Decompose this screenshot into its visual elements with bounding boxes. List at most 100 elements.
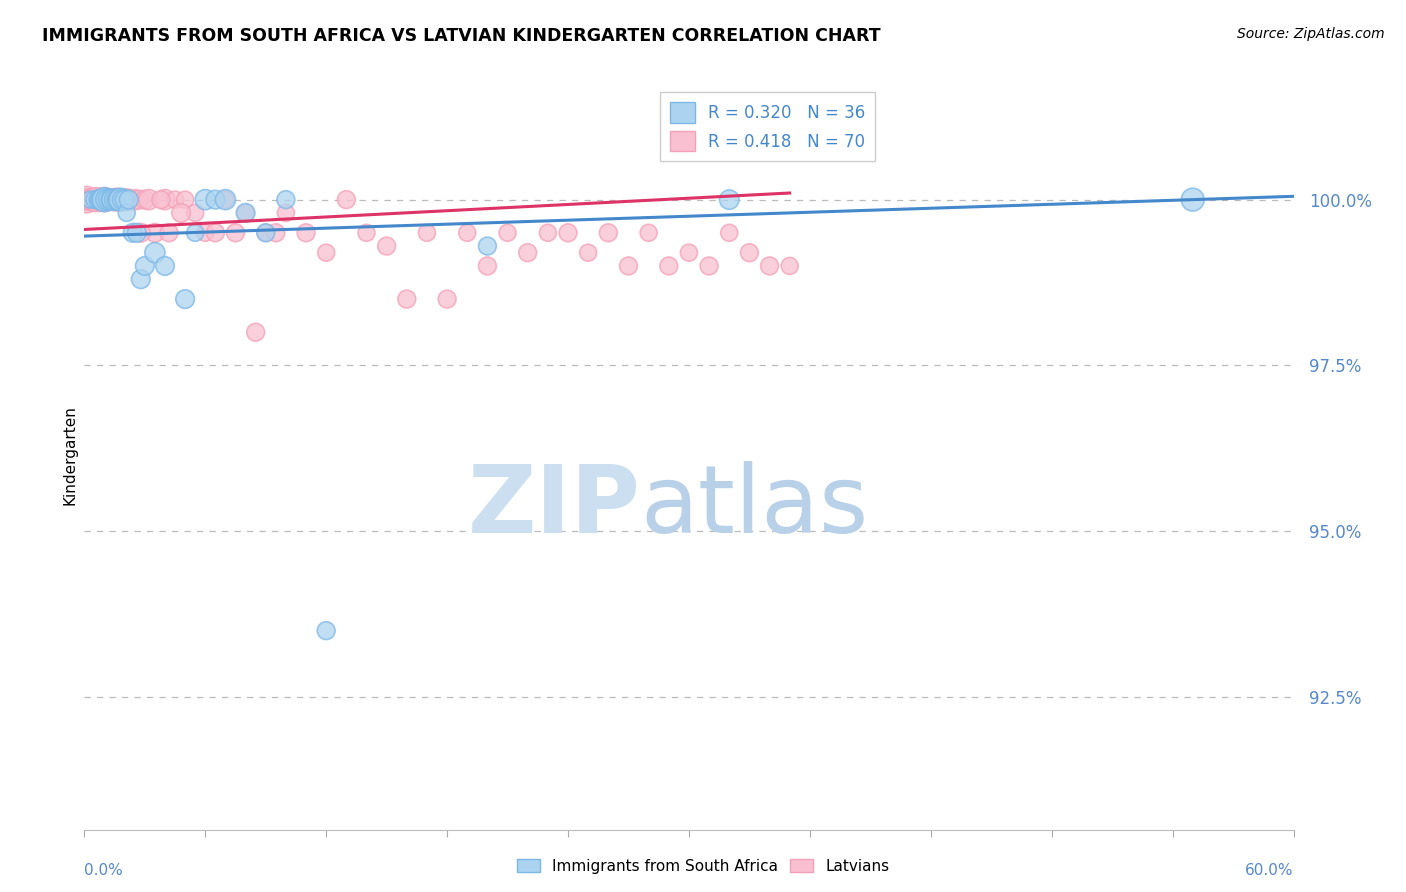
Text: ZIP: ZIP — [468, 461, 641, 553]
Point — [93, 193, 115, 207]
Point — [115, 206, 138, 220]
Point — [617, 259, 640, 273]
Legend: R = 0.320   N = 36, R = 0.418   N = 70: R = 0.320 N = 36, R = 0.418 N = 70 — [659, 93, 876, 161]
Point — [110, 193, 132, 207]
Point — [101, 193, 124, 207]
Point — [107, 193, 129, 207]
Point — [174, 193, 197, 207]
Point — [214, 193, 236, 207]
Point — [89, 193, 111, 207]
Point — [718, 193, 741, 207]
Point — [416, 226, 439, 240]
Point — [214, 193, 236, 207]
Point — [96, 193, 118, 207]
Point — [97, 193, 120, 207]
Point — [89, 193, 111, 207]
Point — [138, 193, 160, 207]
Point — [149, 193, 172, 207]
Point — [170, 206, 193, 220]
Point — [143, 245, 166, 260]
Point — [96, 193, 118, 207]
Point — [91, 193, 114, 207]
Legend: Immigrants from South Africa, Latvians: Immigrants from South Africa, Latvians — [510, 853, 896, 880]
Point — [111, 193, 134, 207]
Point — [235, 206, 257, 220]
Point — [779, 259, 801, 273]
Point — [124, 193, 146, 207]
Point — [576, 245, 599, 260]
Point — [235, 206, 257, 220]
Point — [335, 193, 357, 207]
Point — [87, 193, 110, 207]
Text: atlas: atlas — [641, 461, 869, 553]
Text: 60.0%: 60.0% — [1246, 863, 1294, 878]
Point — [678, 245, 700, 260]
Point — [194, 193, 217, 207]
Point — [658, 259, 681, 273]
Point — [194, 226, 217, 240]
Point — [100, 193, 122, 207]
Y-axis label: Kindergarten: Kindergarten — [62, 405, 77, 505]
Point — [111, 193, 134, 207]
Point — [516, 245, 538, 260]
Point — [114, 193, 136, 207]
Point — [83, 193, 105, 207]
Point — [100, 193, 122, 207]
Point — [375, 239, 398, 253]
Point — [114, 193, 136, 207]
Point — [496, 226, 519, 240]
Point — [295, 226, 318, 240]
Point — [134, 193, 156, 207]
Point — [104, 193, 127, 207]
Point — [395, 292, 418, 306]
Point — [115, 193, 138, 207]
Point — [537, 226, 560, 240]
Text: 0.0%: 0.0% — [84, 863, 124, 878]
Point — [315, 624, 337, 638]
Point — [83, 193, 105, 207]
Point — [110, 193, 132, 207]
Point — [129, 226, 152, 240]
Point — [86, 193, 108, 207]
Point — [125, 226, 148, 240]
Point — [245, 325, 267, 339]
Point — [174, 292, 197, 306]
Point — [637, 226, 659, 240]
Point — [118, 193, 141, 207]
Point — [264, 226, 287, 240]
Point — [121, 226, 143, 240]
Point — [315, 245, 337, 260]
Point — [456, 226, 478, 240]
Point — [128, 193, 150, 207]
Point — [107, 193, 129, 207]
Point — [153, 259, 176, 273]
Point — [143, 226, 166, 240]
Point — [274, 193, 297, 207]
Point — [75, 193, 97, 207]
Point — [718, 226, 741, 240]
Point — [129, 272, 152, 286]
Point — [557, 226, 579, 240]
Point — [105, 193, 128, 207]
Point — [77, 193, 100, 207]
Point — [134, 259, 156, 273]
Point — [738, 245, 761, 260]
Point — [165, 193, 187, 207]
Point — [697, 259, 720, 273]
Point — [104, 193, 127, 207]
Point — [87, 193, 110, 207]
Point — [598, 226, 620, 240]
Point — [477, 259, 499, 273]
Point — [758, 259, 780, 273]
Point — [204, 226, 226, 240]
Point — [105, 193, 128, 207]
Point — [225, 226, 247, 240]
Point — [254, 226, 277, 240]
Point — [82, 193, 104, 207]
Point — [157, 226, 180, 240]
Point — [118, 193, 141, 207]
Point — [120, 193, 142, 207]
Text: IMMIGRANTS FROM SOUTH AFRICA VS LATVIAN KINDERGARTEN CORRELATION CHART: IMMIGRANTS FROM SOUTH AFRICA VS LATVIAN … — [42, 27, 880, 45]
Text: Source: ZipAtlas.com: Source: ZipAtlas.com — [1237, 27, 1385, 41]
Point — [477, 239, 499, 253]
